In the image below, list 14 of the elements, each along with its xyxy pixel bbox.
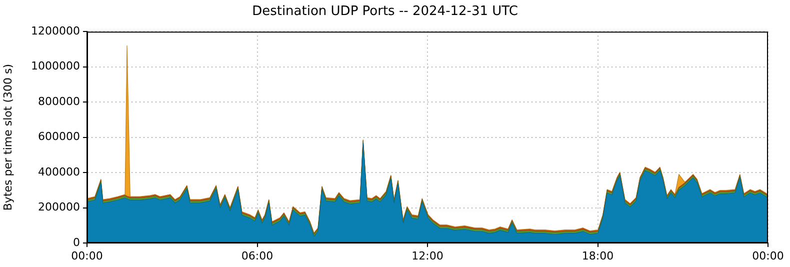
- y-axis-title: Bytes per time slot (300 s): [1, 64, 14, 211]
- x-tick-label: 06:00: [241, 249, 274, 262]
- chart-title: Destination UDP Ports -- 2024-12-31 UTC: [252, 4, 518, 20]
- y-tick-label: 0: [73, 236, 80, 249]
- y-tick-label: 800000: [38, 94, 80, 108]
- y-tick-label: 200000: [38, 200, 80, 214]
- y-tick-label: 600000: [38, 130, 80, 144]
- x-tick-label: 00:00: [71, 249, 103, 262]
- x-tick-label: 00:00: [752, 249, 784, 262]
- y-tick-label: 1200000: [31, 24, 80, 38]
- x-tick-label: 18:00: [582, 249, 614, 262]
- x-tick-label: 12:00: [412, 249, 444, 262]
- y-tick-label: 1000000: [31, 60, 80, 73]
- y-tick-label: 400000: [38, 165, 80, 178]
